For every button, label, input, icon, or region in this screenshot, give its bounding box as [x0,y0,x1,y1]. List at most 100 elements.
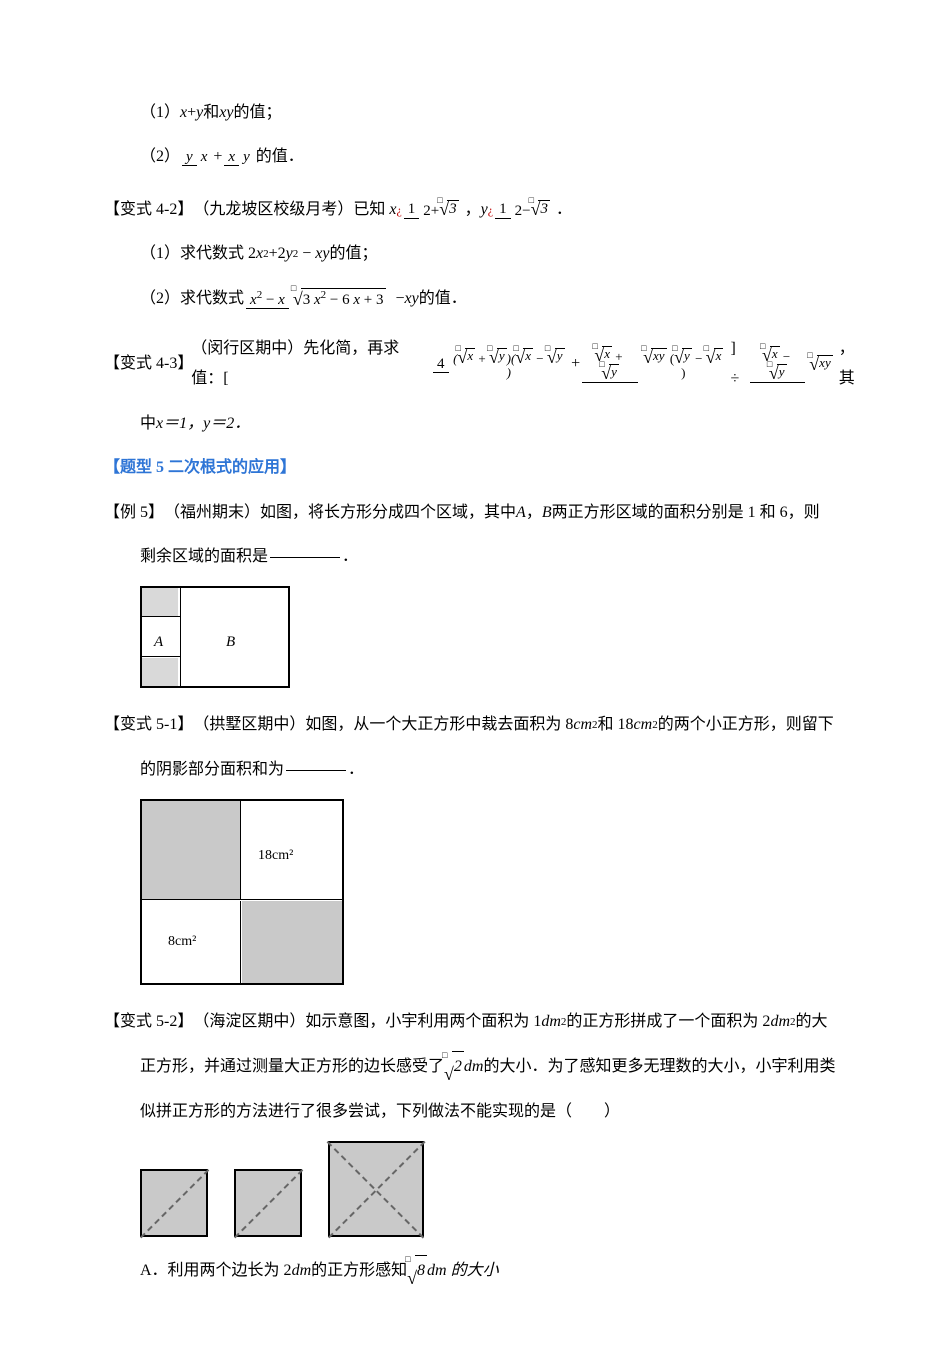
xeq: x＝1， [156,409,203,439]
text: 剩余区域的面积是 [140,542,268,572]
dm2: dm [770,1007,790,1037]
close: ] ÷ [730,334,748,395]
A: A [516,498,526,528]
den: 2−□√3 [511,200,554,220]
plus: + [213,142,222,172]
figure-51-wrap: 18cm² 8cm² [104,799,870,985]
option-A[interactable]: A．利用两个边长为 2 dm 的正方形感知 □√8 dm 的大小 [104,1255,870,1286]
square-2 [234,1169,302,1237]
gray-top [142,588,178,616]
sqrt-icon: □√2 [444,1051,464,1082]
frac1: 4 (□√x + □√y)(□√x − □√y) [433,348,569,381]
frac3: □√x − □√y □√xy [750,346,837,384]
dm: dm [464,1052,484,1082]
mid1: 的正方形拼成了一个面积为 2 [566,1007,770,1037]
page: （1） x + y 和 xy 的值； （2） y x + x y 的值． 【变式… [0,0,950,1361]
B: B [542,498,552,528]
dm: dm [541,1007,561,1037]
num: x2 − x [246,289,289,310]
part1-label: （1） [140,98,180,128]
sqrt-icon: □√8 [407,1255,427,1286]
dm: dm [292,1256,312,1286]
num: x [224,149,239,167]
num: y [182,149,197,167]
frac-xy: x y [224,149,253,167]
plus: + [187,98,196,128]
tail: 的值． [256,142,304,172]
figure-ex5-wrap: A B [104,586,870,688]
num: □√x + □√y [582,346,638,384]
and: 和 18 [598,710,634,740]
tail: 的值； [233,98,281,128]
tag: 【变式 4-3】 [104,349,191,379]
comma: ， [465,195,481,225]
den: y [239,149,254,166]
tag: 【例 5】 [104,498,164,528]
var-x: x [180,98,187,128]
var-xy: xy [219,98,233,128]
b: 的大小．为了感知更多无理数的大小，小宇利用类 [483,1052,835,1082]
vline-bot [240,901,241,983]
mid2: 的大 [796,1007,828,1037]
text: （闵行区期中）先化简，再求值：[ [191,334,431,395]
num: □√x − □√y [750,346,805,384]
text: （福州期末）如图，将长方形分成四个区域，其中 [164,498,516,528]
label-18: 18cm² [258,843,293,870]
label-8: 8cm² [168,929,196,956]
part2-label: （2） [140,142,180,172]
eq2: ¿ [488,199,493,222]
cm: cm [573,710,592,740]
tag: 【变式 5-1】 [104,710,193,740]
tag: 【变式 4-2】 [104,195,193,225]
vline-top [240,801,241,899]
mid: 两正方形区域的面积分别是 1 和 6，则 [552,498,820,528]
frac2: □√x + □√y □√xy (□√y − □√x) [582,346,728,384]
x-frac: 1 2+□√3 [404,200,463,220]
answer-blank[interactable] [270,556,340,559]
yeq: y＝2． [203,409,250,439]
mid1: +2 [269,239,286,269]
variant-5-2-line3: 似拼正方形的方法进行了很多尝试，下列做法不能实现的是（ ） [104,1097,870,1127]
tag: 【变式 5-2】 [104,1007,193,1037]
cm2: cm [634,710,653,740]
label-A: A [154,628,163,657]
gray-bot [142,658,178,686]
example-5-line2: 剩余区域的面积是 ． [104,542,870,572]
text: （拱墅区期中）如图，从一个大正方形中裁去面积为 8 [193,710,573,740]
square-3 [328,1141,424,1237]
figure-ex5: A B [140,586,290,688]
variant-5-1: 【变式 5-1】 （拱墅区期中）如图，从一个大正方形中裁去面积为 8 cm2 和… [104,710,870,740]
square-1 [140,1169,208,1237]
sqrt-icon: □√3 x2 − 6 x + 3 [293,288,386,309]
pre: A．利用两个边长为 2 [140,1256,292,1286]
plus: + [571,349,580,379]
x: x [389,195,396,225]
den: □√xy [805,355,836,373]
tail: 的值． [419,284,467,314]
den: x [197,149,212,166]
variant-5-2-line2: 正方形，并通过测量大正方形的边长感受了 □√2 dm 的大小．为了感知更多无理数… [104,1051,870,1082]
answer-blank[interactable] [286,769,346,772]
figure-5-1: 18cm² 8cm² [140,799,344,985]
q-part2: （2） y x + x y 的值． [104,142,870,172]
pre: （2）求代数式 [140,284,244,314]
xy: xy [405,284,419,314]
num: 1 [404,201,420,219]
minus: − [396,284,405,314]
den: □√3 x2 − 6 x + 3 [289,288,390,310]
y: y [481,195,488,225]
variant-5-1-line2: 的阴影部分面积和为 ． [104,755,870,785]
comma: ， [526,498,542,528]
pre: 中 [140,409,156,439]
big-frac: x2 − x □√3 x2 − 6 x + 3 [246,288,389,310]
text: 的阴影部分面积和为 [140,755,284,785]
source: （九龙坡区校级月考）已知 [193,195,385,225]
variant-5-2: 【变式 5-2】 （海淀区期中）如示意图，小宇利用两个面积为 1 dm2 的正方… [104,1007,870,1037]
text: （海淀区期中）如示意图，小宇利用两个面积为 1 [193,1007,541,1037]
num: 4 [433,356,449,374]
square-tl [142,801,240,899]
example-5: 【例 5】 （福州期末）如图，将长方形分成四个区域，其中 A ， B 两正方形区… [104,498,870,528]
section-heading-5: 【题型 5 二次根式的应用】 [104,453,870,483]
frac-yx: y x [182,149,211,167]
y-frac: 1 2−□√3 [495,200,554,220]
